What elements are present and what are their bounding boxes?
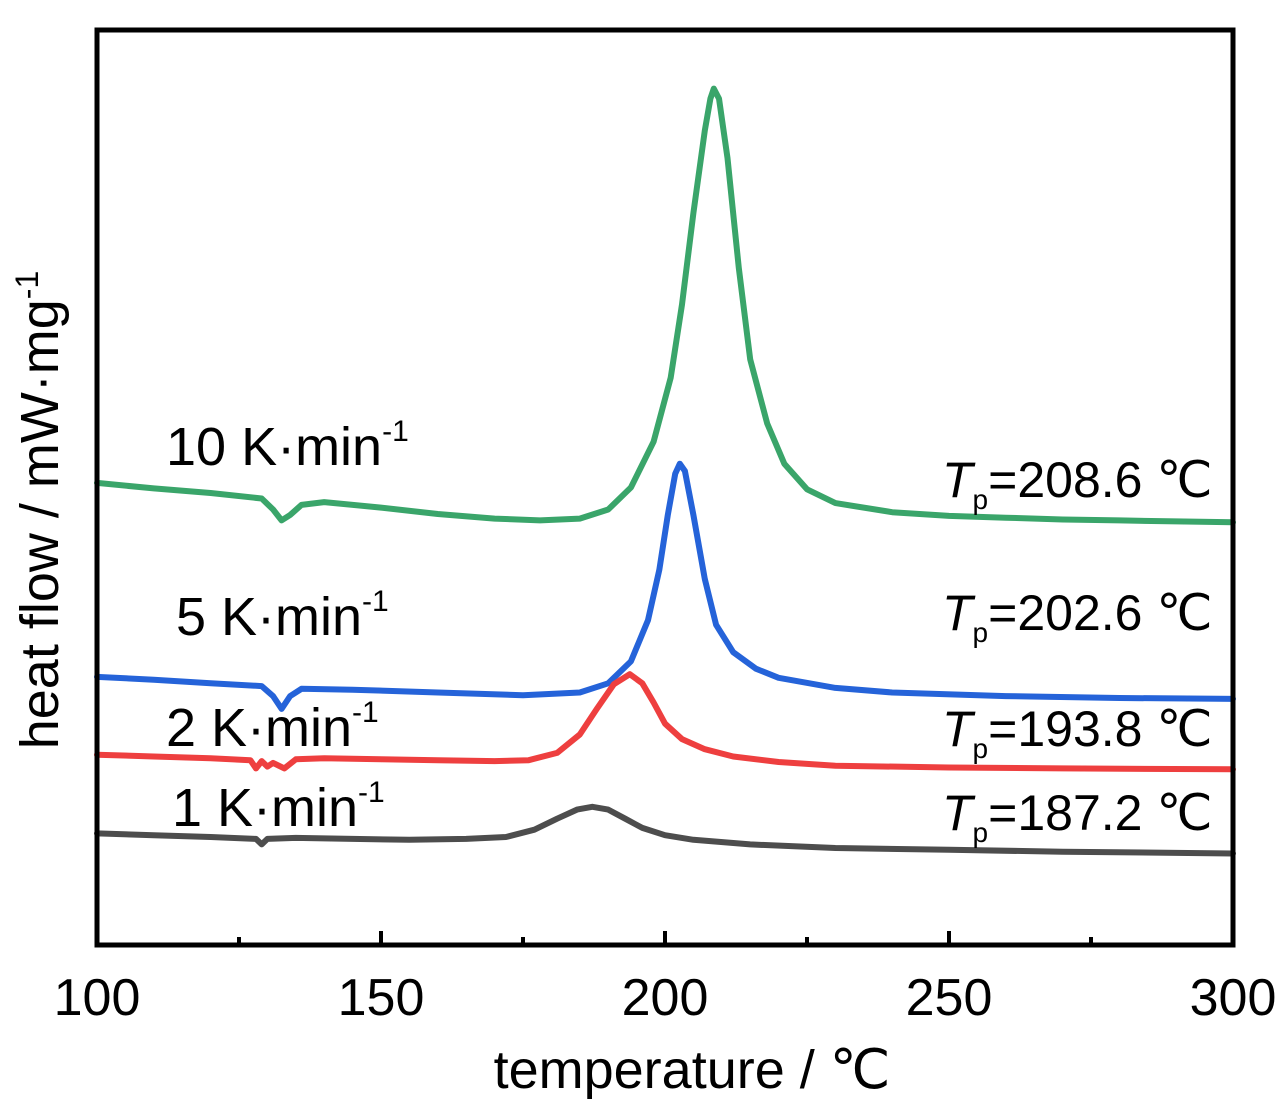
x-tick-label: 250 bbox=[906, 969, 993, 1027]
rate-label-text: 10 K·min bbox=[166, 417, 382, 477]
rate-label-sup: -1 bbox=[382, 415, 409, 448]
x-tick-label: 300 bbox=[1190, 969, 1276, 1027]
x-tick-label: 100 bbox=[54, 969, 141, 1027]
x-tick-label: 200 bbox=[622, 969, 709, 1027]
rate-label-text: 2 K·min bbox=[166, 698, 352, 758]
peak-temp-value: =187.2 ℃ bbox=[988, 785, 1212, 841]
peak-temp-label: Tp=208.6 ℃ bbox=[942, 452, 1213, 515]
x-tick-label: 150 bbox=[338, 969, 425, 1027]
peak-temp-value: =193.8 ℃ bbox=[988, 701, 1212, 757]
y-axis-title: heat flow / mW·mg-1 bbox=[9, 271, 70, 750]
rate-label-sup: -1 bbox=[352, 696, 379, 729]
curves-layer bbox=[94, 85, 1236, 857]
rate-label-sup: -1 bbox=[358, 776, 385, 809]
series-line-3 bbox=[94, 803, 1236, 857]
x-ticks: 100 150 200 250 300 bbox=[54, 931, 1276, 1027]
peak-temp-value: =208.6 ℃ bbox=[988, 452, 1212, 508]
rate-label: 10 K·min-1 bbox=[166, 415, 409, 477]
rate-label: 5 K·min-1 bbox=[176, 585, 389, 647]
peak-temp-subscript: p bbox=[973, 484, 989, 515]
y-axis-title-sup: -1 bbox=[9, 271, 45, 299]
rate-label: 1 K·min-1 bbox=[172, 776, 385, 838]
rate-label: 2 K·min-1 bbox=[166, 696, 379, 758]
peak-temp-value: =202.6 ℃ bbox=[988, 585, 1212, 641]
rate-label-text: 1 K·min bbox=[172, 778, 358, 838]
y-axis-title-main: heat flow / mW·mg bbox=[10, 299, 70, 749]
series-line-0 bbox=[94, 85, 1236, 526]
peak-temp-symbol: T bbox=[942, 701, 976, 757]
peak-temp-label: Tp=193.8 ℃ bbox=[942, 701, 1213, 764]
peak-temp-subscript: p bbox=[973, 617, 989, 648]
peak-temp-symbol: T bbox=[942, 452, 976, 508]
series-line-1 bbox=[94, 460, 1236, 712]
peak-temp-label: Tp=187.2 ℃ bbox=[942, 785, 1213, 848]
peak-temp-subscript: p bbox=[973, 733, 989, 764]
series-line-2 bbox=[94, 671, 1236, 773]
rate-label-text: 5 K·min bbox=[176, 587, 362, 647]
series-labels: 10 K·min-1Tp=208.6 ℃5 K·min-1 Tp=202.6 ℃2… bbox=[166, 415, 1213, 848]
x-axis-title: temperature / ℃ bbox=[494, 1040, 891, 1100]
peak-temp-symbol: T bbox=[942, 585, 976, 641]
peak-temp-label: Tp=202.6 ℃ bbox=[942, 585, 1213, 648]
peak-temp-subscript: p bbox=[973, 817, 989, 848]
peak-temp-symbol: T bbox=[942, 785, 976, 841]
rate-label-sup: -1 bbox=[362, 585, 389, 618]
